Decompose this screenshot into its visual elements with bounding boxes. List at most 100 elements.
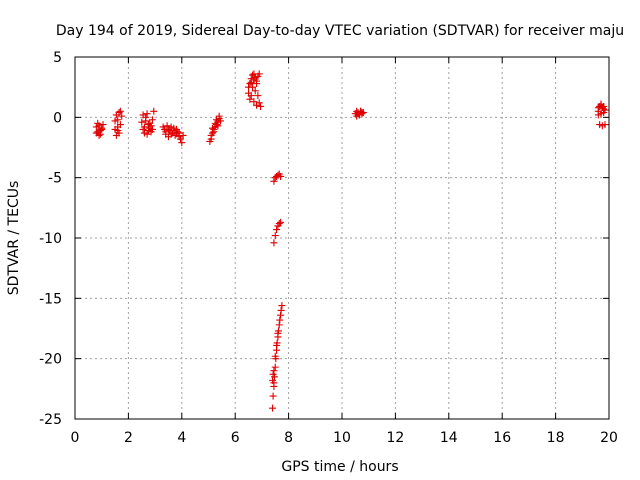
data-point (250, 76, 258, 84)
y-tick-label: -20 (39, 352, 62, 368)
x-tick-label: 12 (386, 430, 404, 446)
x-tick-label: 2 (124, 430, 133, 446)
data-point (245, 83, 253, 91)
axis-ticks (74, 56, 610, 420)
x-tick-label: 10 (333, 430, 351, 446)
data-point (215, 115, 223, 123)
data-point (358, 109, 366, 117)
data-point (270, 177, 278, 185)
data-point (257, 102, 265, 110)
data-point (99, 121, 107, 129)
y-tick-label: 0 (53, 110, 62, 126)
grid-lines (75, 57, 609, 419)
data-point (138, 118, 146, 126)
x-tick-label: 8 (284, 430, 293, 446)
y-tick-label: -5 (48, 171, 62, 187)
data-point (167, 123, 175, 131)
data-point (144, 127, 152, 135)
data-point (175, 129, 183, 137)
x-tick-labels: 0 2 4 6 8 10 12 14 16 18 20 (71, 430, 618, 446)
data-point (270, 367, 278, 375)
data-point (253, 80, 261, 88)
data-point (600, 102, 608, 110)
data-point (255, 70, 263, 78)
data-point (214, 118, 222, 126)
data-point (277, 172, 285, 180)
data-point (139, 111, 147, 119)
data-point (179, 131, 187, 139)
data-point (147, 122, 155, 130)
data-point (251, 87, 259, 95)
data-point (277, 218, 285, 226)
data-point (357, 107, 365, 115)
data-point (271, 363, 279, 371)
x-tick-label: 6 (231, 430, 240, 446)
data-point (176, 135, 184, 143)
x-tick-label: 4 (177, 430, 186, 446)
data-point (275, 220, 283, 228)
data-point (250, 98, 258, 106)
data-point (142, 117, 150, 125)
data-point (164, 133, 172, 141)
data-point (276, 316, 284, 324)
data-point (269, 370, 277, 378)
data-point (269, 404, 277, 412)
data-point (150, 107, 158, 115)
chart-title: Day 194 of 2019, Sidereal Day-to-day VTE… (56, 23, 624, 39)
data-point (207, 135, 215, 143)
data-point (211, 123, 219, 131)
data-point (273, 226, 281, 234)
data-points (92, 70, 609, 412)
data-point (140, 123, 148, 131)
data-point (600, 109, 608, 117)
data-point (118, 112, 126, 120)
data-point (115, 109, 123, 117)
data-point (269, 392, 277, 400)
data-point (170, 127, 178, 135)
data-point (112, 131, 120, 139)
data-point (116, 121, 124, 129)
y-tick-labels: 5 0 -5 -10 -15 -20 -25 (39, 50, 62, 428)
data-point (114, 127, 122, 135)
data-point (163, 122, 171, 130)
data-point (114, 116, 122, 124)
x-tick-label: 16 (493, 430, 511, 446)
data-point (96, 127, 104, 135)
y-tick-label: -25 (39, 412, 62, 428)
data-point (95, 131, 103, 139)
data-point (271, 352, 279, 360)
data-point (278, 302, 286, 310)
y-tick-label: 5 (53, 50, 62, 66)
data-point (148, 125, 156, 133)
x-axis-title: GPS time / hours (281, 459, 398, 475)
data-point (178, 139, 186, 147)
data-point (277, 306, 285, 314)
data-point (270, 239, 278, 247)
y-tick-label: -10 (39, 231, 62, 247)
x-tick-label: 18 (547, 430, 565, 446)
x-tick-label: 20 (600, 430, 618, 446)
y-axis-title: SDTVAR / TECUs (6, 181, 22, 296)
data-point (246, 95, 254, 103)
data-point (247, 92, 255, 100)
x-tick-label: 0 (71, 430, 80, 446)
data-point (254, 92, 262, 100)
data-point (271, 232, 279, 240)
x-tick-label: 14 (440, 430, 458, 446)
data-point (274, 329, 282, 337)
data-point (601, 121, 609, 129)
data-point (273, 341, 281, 349)
data-point (94, 119, 102, 127)
data-point (594, 104, 602, 112)
data-point (246, 80, 254, 88)
data-point (143, 110, 151, 118)
data-point (160, 125, 168, 133)
data-point (171, 131, 179, 139)
data-point (116, 107, 124, 115)
data-point (143, 130, 151, 138)
data-point (148, 116, 156, 124)
data-point (255, 99, 263, 107)
data-point (269, 376, 277, 384)
y-tick-label: -15 (39, 291, 62, 307)
